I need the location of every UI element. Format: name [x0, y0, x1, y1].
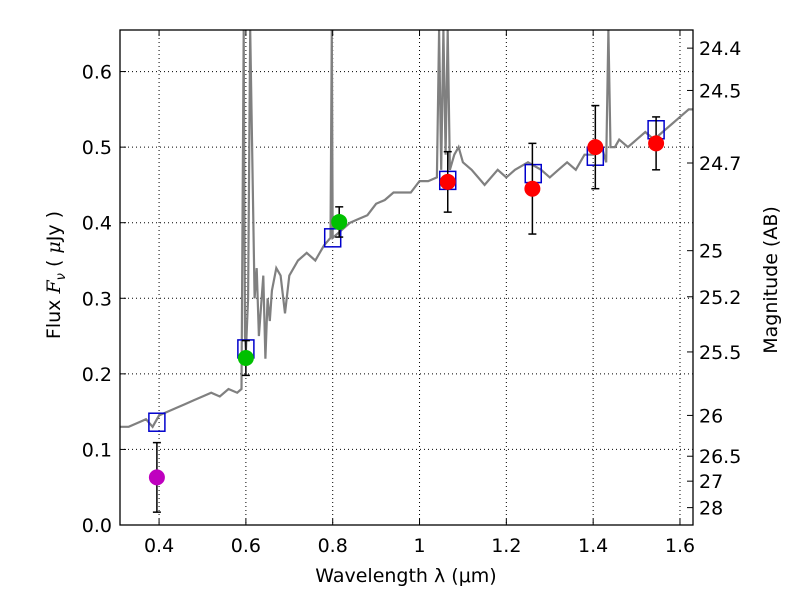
y2-tick-label: 27: [699, 471, 723, 493]
y-tick-label: 0.1: [82, 439, 112, 461]
labels: Wavelength λ (μm) Flux Fν ( μJy ) Magnit…: [43, 206, 782, 587]
y2-tick-label: 26: [699, 405, 723, 427]
observed-point: [587, 139, 604, 156]
y-tick-label: 0.3: [82, 288, 112, 310]
y2-tick-label: 24.5: [699, 80, 741, 102]
y2-tick-label: 25: [699, 241, 723, 263]
axes: 0.4 0.6 0.8 1 1.2 1.4 1.6 0.0 0.1 0.2 0.3 0.4 0.5 0.6…: [82, 29, 741, 557]
y-axis-title-units-rest: Jy ): [43, 211, 65, 242]
x-axis-title: Wavelength λ (μm): [315, 565, 496, 587]
y-tick-label: 0.5: [82, 137, 112, 159]
y-tick-label: 0.2: [82, 364, 112, 386]
y2-tick-label: 26.5: [699, 446, 741, 468]
y-axis-title-symbol: F: [43, 280, 65, 295]
x-tick-label: 1.2: [491, 535, 521, 557]
y-axis-title-units-open: (: [43, 254, 65, 274]
y-axis-title-units-mu: μ: [43, 241, 65, 253]
plot-area: [120, 30, 693, 513]
y-tick-label: 0.6: [82, 62, 112, 84]
y2-tick-label: 25.5: [699, 342, 741, 364]
y2-tick-label: 24.4: [699, 38, 741, 60]
y-axis-title-subscript: ν: [54, 273, 69, 280]
observed-point: [148, 469, 165, 486]
y2-tick-label: 24.7: [699, 153, 741, 175]
x-tick-label: 0.4: [144, 535, 174, 557]
axes-frame: [119, 29, 694, 526]
y-axis-title: Flux Fν ( μJy ): [43, 211, 69, 339]
x-tick-label: 1.6: [665, 535, 695, 557]
observed-point: [439, 173, 456, 190]
y-tick-label: 0.4: [82, 213, 112, 235]
observed-point: [237, 349, 254, 366]
model-point-square: [148, 412, 166, 432]
x-tick-label: 0.8: [318, 535, 348, 557]
observed-point: [331, 213, 348, 230]
y2-tick-label: 25.2: [699, 287, 741, 309]
y2-axis-title: Magnitude (AB): [760, 206, 782, 354]
model-point-square: [323, 228, 342, 248]
observed-point: [648, 135, 665, 152]
y-tick-label: 0.0: [82, 515, 112, 537]
x-tick-label: 0.6: [231, 535, 261, 557]
x-tick-label: 1.4: [578, 535, 608, 557]
observed-point: [524, 180, 541, 197]
y-axis-title-prefix: Flux: [43, 294, 65, 340]
x-tick-label: 1: [413, 535, 425, 557]
y2-tick-label: 28: [699, 498, 723, 520]
